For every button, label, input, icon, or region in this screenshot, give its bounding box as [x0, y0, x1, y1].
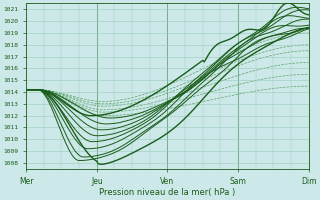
X-axis label: Pression niveau de la mer( hPa ): Pression niveau de la mer( hPa ) [99, 188, 236, 197]
